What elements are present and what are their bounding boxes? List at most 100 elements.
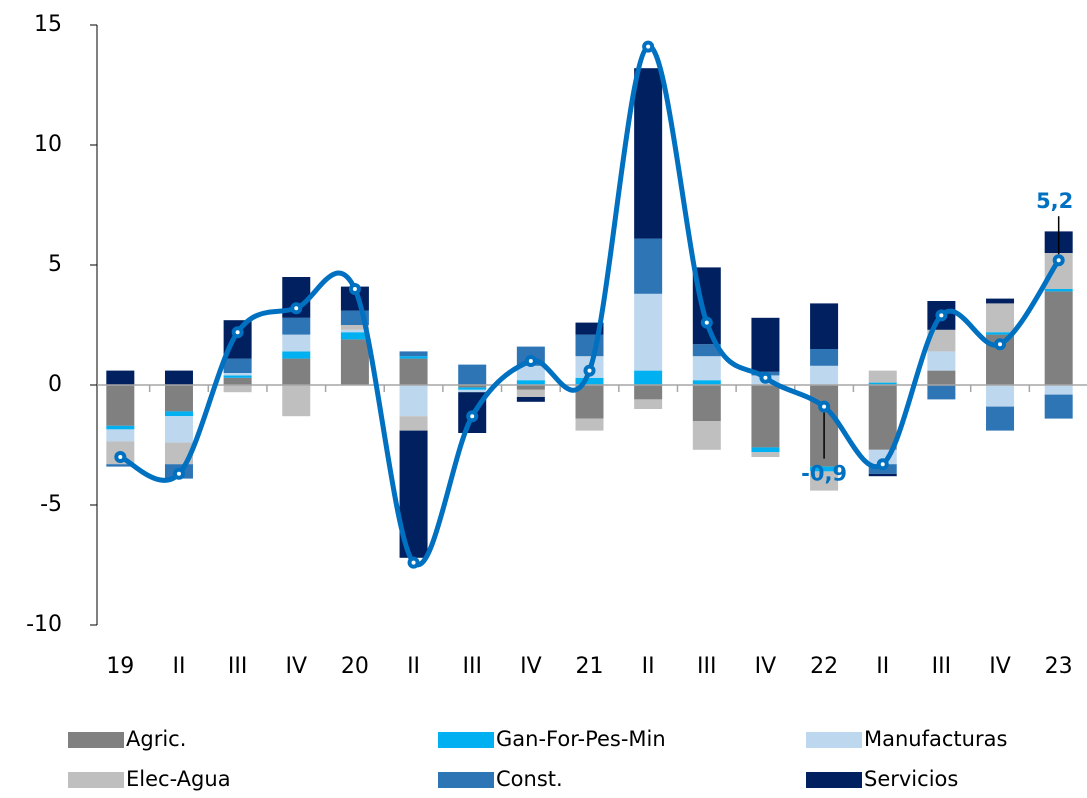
bar-segment (458, 364, 487, 385)
bar-segment (340, 339, 369, 385)
bar-segment (399, 416, 428, 431)
line-marker-dot (352, 287, 357, 291)
bar-segment (692, 385, 721, 421)
bar-segment (868, 382, 897, 385)
bar-segment (223, 377, 252, 385)
line-marker-dot (587, 368, 592, 373)
bar-segment (106, 370, 135, 385)
bar-segment (986, 298, 1015, 304)
bar-segment (1044, 394, 1073, 419)
bar-segment (399, 358, 428, 385)
x-tick-label: IV (285, 654, 307, 679)
bar-segment (106, 425, 135, 430)
bar-segment (986, 303, 1015, 333)
bar-segment (575, 385, 604, 419)
bar-segment (223, 373, 252, 376)
line-marker-dot (294, 306, 299, 311)
bar-segment (751, 317, 780, 372)
legend-swatch (438, 772, 494, 788)
line-marker-dot (704, 320, 709, 325)
y-tick-label: 5 (48, 252, 62, 277)
bar-segment (223, 385, 252, 393)
bar-segment (516, 389, 545, 397)
line-marker-dot (1056, 258, 1061, 263)
bar-segment (516, 385, 545, 390)
bar-segment (810, 303, 839, 349)
bar-segment (458, 385, 487, 388)
bar-segment (927, 370, 956, 385)
bar-segment (164, 370, 193, 385)
x-tick-label: II (642, 654, 655, 679)
bar-segment (634, 238, 663, 294)
bar-segment (927, 351, 956, 371)
line-marker-dot (470, 414, 475, 419)
bar-segment (986, 406, 1015, 431)
bar-segment (986, 332, 1015, 335)
legend-swatch (438, 732, 494, 748)
x-tick-label: II (876, 654, 889, 679)
legend-swatch (806, 732, 862, 748)
bar-segment (106, 429, 135, 442)
bar-segment (458, 387, 487, 390)
bar-segment (986, 385, 1015, 407)
line-marker-dot (998, 342, 1003, 347)
bar-segment (458, 389, 487, 393)
line-marker-dot (235, 330, 240, 335)
x-tick-label: IV (755, 654, 777, 679)
legend-swatch (68, 772, 124, 788)
bar-segment (634, 370, 663, 385)
bar-segment (927, 385, 956, 400)
bar-segment (282, 351, 311, 359)
bar-segment (810, 349, 839, 366)
value-label: 5,2 (1036, 189, 1073, 213)
line-marker-dot (822, 404, 827, 409)
bar-segment (106, 464, 135, 467)
bar-segment (692, 356, 721, 381)
bar-segment (634, 68, 663, 239)
bar-segment (634, 385, 663, 400)
legend-label: Elec-Agua (126, 767, 231, 791)
legend-swatch (806, 772, 862, 788)
bar-segment (106, 385, 135, 426)
x-tick-label: IV (989, 654, 1011, 679)
line (119, 44, 1061, 568)
bar-segment (751, 447, 780, 453)
line-marker-dot (176, 471, 181, 476)
bar-segment (868, 370, 897, 383)
bar-segment (810, 365, 839, 385)
bar-segment (634, 293, 663, 371)
x-tick-label: 23 (1045, 654, 1073, 679)
bar-segment (516, 365, 545, 381)
bar-segment (340, 329, 369, 333)
bar-segment (399, 385, 428, 417)
bar-segment (927, 329, 956, 352)
x-tick-label: III (697, 654, 716, 679)
bar-segment (282, 358, 311, 385)
bar-segment (1044, 385, 1073, 395)
bar-segment (399, 356, 428, 359)
y-tick-label: -10 (26, 612, 62, 637)
legend-label: Gan-For-Pes-Min (496, 727, 666, 751)
bar-segment (516, 397, 545, 402)
line-marker-dot (939, 313, 944, 318)
legend-swatch (68, 732, 124, 748)
bar-segment (164, 385, 193, 412)
legend-label: Manufacturas (864, 727, 1007, 751)
bar-segment (223, 375, 252, 378)
x-tick-label: 20 (341, 654, 369, 679)
bar-segment (1044, 291, 1073, 385)
x-tick-label: IV (520, 654, 542, 679)
x-tick-label: III (228, 654, 247, 679)
x-tick-label: 22 (810, 654, 838, 679)
bar-segment (516, 380, 545, 385)
legend-label: Const. (496, 767, 563, 791)
y-tick-label: -5 (40, 492, 62, 517)
bar-segment (340, 325, 369, 330)
x-tick-label: III (932, 654, 951, 679)
bar-segment (810, 466, 839, 472)
bar-segment (282, 334, 311, 352)
bar-segment (282, 385, 311, 417)
y-tick-label: 15 (34, 12, 62, 37)
bar-segment (223, 358, 252, 373)
